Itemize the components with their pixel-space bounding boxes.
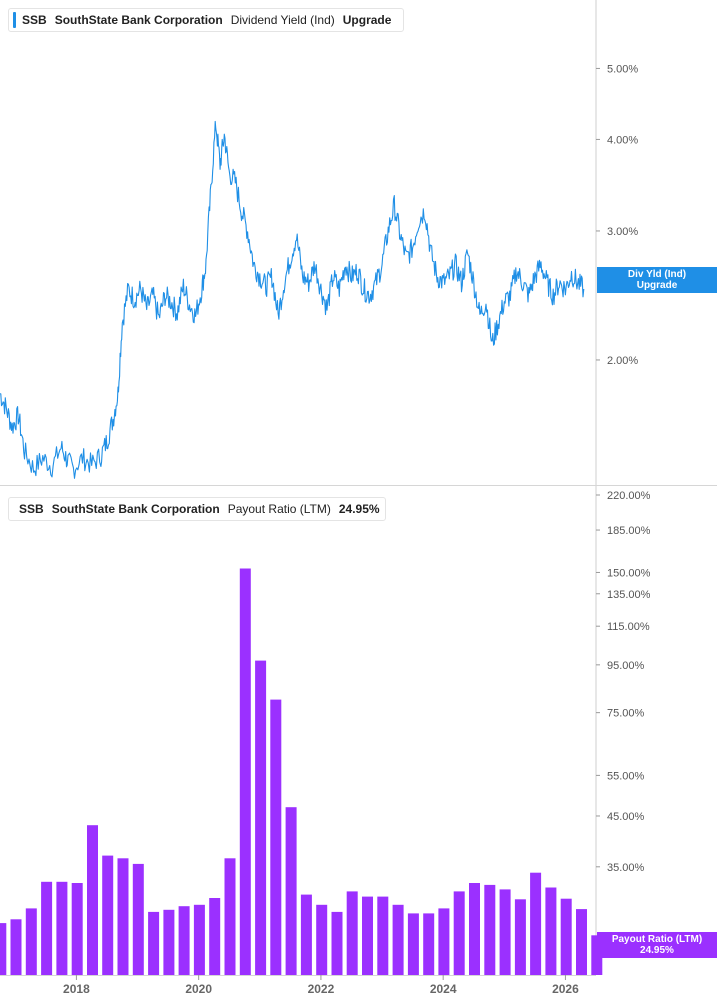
- payout-bar: [377, 896, 389, 975]
- payout-bar: [469, 883, 480, 975]
- payout-bar: [499, 889, 511, 975]
- payout-bar: [530, 872, 542, 975]
- payout-bar: [10, 919, 22, 975]
- payout-bar: [87, 825, 98, 975]
- payout-tick-label: 220.00%: [607, 490, 651, 502]
- payout-legend[interactable]: SSB SouthState Bank Corporation Payout R…: [8, 497, 386, 521]
- x-tick-label: 2026: [552, 982, 579, 996]
- payout-bar: [362, 896, 373, 975]
- x-tick-label: 2022: [308, 982, 335, 996]
- payout-bar: [453, 891, 465, 975]
- yield-tick-label: 3.00%: [607, 226, 638, 238]
- payout-bar: [41, 881, 53, 975]
- payout-bar: [132, 863, 144, 975]
- payout-legend-value: 24.95%: [338, 502, 380, 516]
- yield-legend-ticker: SSB: [22, 13, 47, 27]
- payout-bar: [193, 904, 205, 975]
- payout-bar: [25, 908, 37, 975]
- yield-legend-metric: Dividend Yield (Ind): [230, 13, 335, 27]
- payout-tick-label: 35.00%: [607, 862, 645, 874]
- yield-flag-label: Div Yld (Ind): [627, 269, 687, 280]
- payout-bar: [560, 898, 572, 975]
- payout-legend-company: SouthState Bank Corporation: [51, 502, 220, 516]
- payout-tick-label: 95.00%: [607, 660, 645, 672]
- payout-bar: [484, 884, 496, 975]
- payout-tick-label: 135.00%: [607, 589, 651, 601]
- x-tick-label: 2018: [63, 982, 90, 996]
- x-tick-label: 2024: [430, 982, 457, 996]
- payout-value-flag: Payout Ratio (LTM) 24.95%: [597, 932, 717, 958]
- payout-bar: [407, 913, 419, 975]
- payout-bar: [255, 660, 267, 975]
- payout-bar: [316, 904, 328, 975]
- payout-bar: [148, 911, 160, 975]
- yield-value-flag: Div Yld (Ind) Upgrade: [597, 267, 717, 293]
- payout-bar: [163, 909, 175, 975]
- payout-bar: [239, 568, 251, 975]
- yield-legend-value[interactable]: Upgrade: [342, 13, 392, 27]
- yield-legend-swatch: [13, 12, 16, 28]
- yield-tick-label: 5.00%: [607, 63, 638, 75]
- payout-flag-label: Payout Ratio (LTM): [611, 934, 703, 945]
- yield-y-axis: 5.00% 4.00% 3.00% 2.00%: [596, 63, 638, 367]
- payout-bar: [285, 807, 297, 975]
- payout-bar: [117, 858, 129, 975]
- payout-bar: [56, 881, 68, 975]
- payout-bar: [576, 909, 587, 975]
- payout-flag-value: 24.95%: [640, 945, 674, 956]
- payout-bar: [102, 855, 114, 975]
- payout-bar: [71, 883, 83, 975]
- yield-tick-label: 2.00%: [607, 355, 638, 367]
- dividend-yield-line: [0, 120, 585, 479]
- payout-bar: [392, 904, 404, 975]
- payout-bar: [346, 891, 358, 975]
- payout-tick-label: 45.00%: [607, 811, 645, 823]
- yield-flag-value: Upgrade: [636, 280, 678, 291]
- payout-tick-label: 115.00%: [607, 621, 650, 633]
- payout-tick-label: 55.00%: [607, 770, 645, 782]
- payout-bar: [545, 887, 557, 975]
- payout-tick-label: 150.00%: [607, 567, 651, 579]
- payout-tick-label: 185.00%: [607, 525, 651, 537]
- payout-tick-label: 75.00%: [607, 708, 645, 720]
- x-axis: 2018 2020 2022 2024 2026: [63, 975, 579, 996]
- payout-bar: [224, 858, 236, 975]
- payout-bar: [300, 894, 312, 975]
- payout-legend-ticker: SSB: [19, 502, 44, 516]
- yield-tick-label: 4.00%: [607, 134, 638, 146]
- payout-bar: [423, 913, 435, 975]
- payout-bars: [0, 568, 603, 975]
- payout-bar: [270, 699, 282, 975]
- payout-y-axis: 220.00% 185.00% 150.00% 135.00% 115.00% 95.00…: [596, 490, 651, 874]
- payout-bar: [591, 935, 603, 975]
- payout-bar: [0, 923, 7, 975]
- payout-bar: [331, 911, 343, 975]
- panel-frame: [0, 0, 717, 976]
- payout-bar: [209, 898, 221, 975]
- x-tick-label: 2020: [185, 982, 212, 996]
- payout-bar: [514, 899, 526, 975]
- yield-legend-company: SouthState Bank Corporation: [54, 13, 223, 27]
- payout-bar: [438, 908, 450, 975]
- yield-legend[interactable]: SSB SouthState Bank Corporation Dividend…: [8, 8, 404, 32]
- payout-bar: [178, 906, 190, 975]
- payout-legend-metric: Payout Ratio (LTM): [227, 502, 331, 516]
